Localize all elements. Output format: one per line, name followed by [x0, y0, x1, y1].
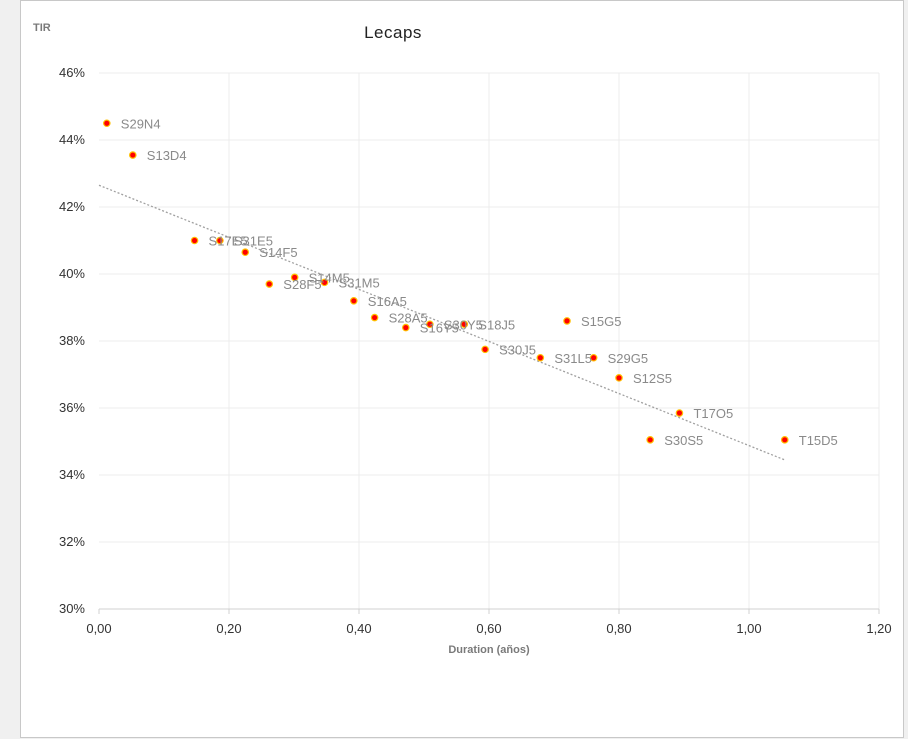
data-point	[589, 353, 598, 362]
trendline	[98, 184, 785, 461]
point-label: S15G5	[581, 314, 621, 329]
y-tick-label: 32%	[59, 534, 85, 549]
data-point	[349, 296, 358, 305]
y-tick-label: 30%	[59, 601, 85, 616]
point-label: S30Y5	[444, 317, 483, 332]
point-label: S29G5	[608, 351, 648, 366]
y-tick-label: 40%	[59, 266, 85, 281]
x-tick-label: 1,00	[736, 621, 761, 636]
x-tick-label: 0,80	[606, 621, 631, 636]
point-label: T17O5	[693, 406, 733, 421]
points-layer	[103, 119, 789, 444]
data-point	[190, 236, 199, 245]
data-point	[401, 323, 410, 332]
point-label: S28A5	[389, 311, 428, 326]
point-label: S14M5	[309, 270, 350, 285]
x-tick-label: 1,20	[866, 621, 891, 636]
data-point	[320, 278, 329, 287]
chart-title: Lecaps	[364, 23, 422, 42]
point-label: S29N4	[121, 116, 161, 131]
chart-frame: 30% 32% 34% 36% 38% 40% 42% 44% 46% 0,00 0,20 0,40 0…	[20, 0, 904, 738]
x-axis-title: Duration (años)	[448, 644, 530, 656]
data-point	[460, 320, 469, 329]
data-point	[216, 236, 224, 245]
axis-layer: 30% 32% 34% 36% 38% 40% 42% 44% 46% 0,00 0,20 0,40 0…	[59, 65, 892, 636]
point-label: S30S5	[664, 433, 703, 448]
point-label: S31M5	[339, 275, 380, 290]
point-label: S14F5	[259, 245, 297, 260]
grid-layer	[99, 72, 880, 609]
point-label: S31L5	[554, 351, 592, 366]
data-point	[290, 273, 299, 282]
data-point	[265, 280, 274, 288]
point-label: S16A5	[368, 294, 407, 309]
data-point	[646, 436, 655, 444]
point-label: S17E5	[209, 234, 248, 249]
y-tick-label: 36%	[59, 400, 85, 415]
y-tick-label: 38%	[59, 333, 85, 348]
data-point	[370, 313, 379, 322]
point-label: S12S5	[633, 371, 672, 386]
x-tick-label: 0,20	[216, 621, 241, 636]
data-point	[675, 409, 684, 417]
data-point	[563, 317, 571, 325]
point-label: S18J5	[478, 317, 515, 332]
x-tick-label: 0,40	[346, 621, 371, 636]
data-point	[780, 436, 789, 444]
y-tick-label: 34%	[59, 467, 85, 482]
data-point	[129, 151, 137, 159]
x-tick-label: 0,00	[86, 621, 111, 636]
trendline-layer	[98, 184, 785, 461]
y-tick-label: 44%	[59, 132, 85, 147]
point-label: S30J5	[499, 342, 536, 357]
data-point	[615, 374, 623, 382]
point-label: T15D5	[799, 433, 838, 448]
data-point	[241, 248, 250, 257]
data-point	[426, 320, 434, 329]
y-tick-label: 42%	[59, 199, 85, 214]
scatter-chart: 30% 32% 34% 36% 38% 40% 42% 44% 46% 0,00 0,20 0,40 0…	[33, 22, 892, 656]
point-label: S13D4	[147, 148, 187, 163]
x-tick-label: 0,60	[476, 621, 501, 636]
data-point	[103, 119, 111, 128]
point-label: S31E5	[234, 234, 273, 249]
y-axis-title: TIR	[33, 22, 51, 34]
data-point	[481, 345, 489, 354]
point-label: S28F5	[283, 277, 321, 292]
data-point	[536, 353, 545, 362]
y-tick-label: 46%	[59, 65, 85, 80]
point-label: S16Y5	[420, 321, 459, 336]
